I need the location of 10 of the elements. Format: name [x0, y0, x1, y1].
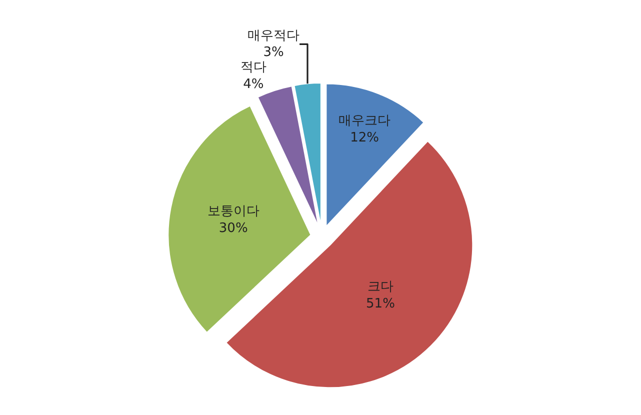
data-label: 3%: [263, 45, 284, 60]
slice-label: 매우크다: [338, 114, 391, 129]
data-label: 51%: [366, 296, 395, 312]
slice-label: 크다: [367, 280, 394, 295]
data-label: 12%: [350, 130, 380, 146]
slice-label: 적다: [240, 60, 266, 76]
slice-label: 보통이다: [207, 204, 260, 220]
data-label: 30%: [218, 221, 248, 236]
data-label: 4%: [243, 77, 264, 92]
slice-label: 매우적다: [248, 28, 300, 44]
